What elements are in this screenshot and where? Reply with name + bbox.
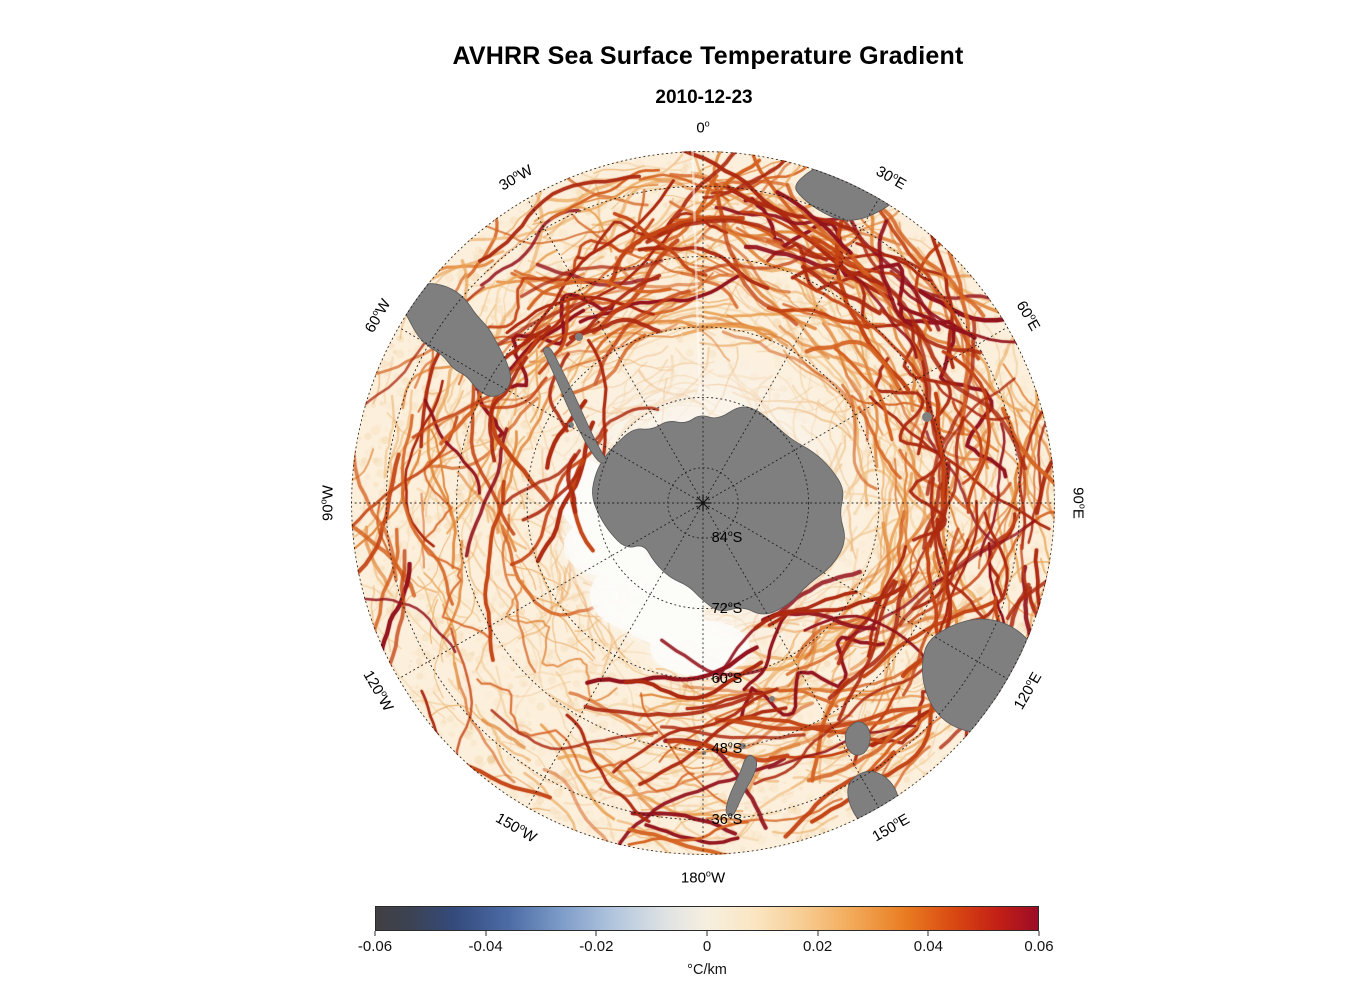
colorbar-tickmark: [595, 931, 597, 936]
colorbar-tick-label: -0.06: [357, 938, 393, 955]
colorbar-tick-label: 0.04: [913, 938, 943, 955]
colorbar-gradient-bar: [375, 906, 1039, 931]
colorbar-tickmark: [817, 931, 819, 936]
colorbar-tick-label: 0.06: [1024, 938, 1054, 955]
colorbar-tickmark: [374, 931, 376, 936]
colorbar-tick-label: -0.02: [579, 938, 614, 955]
colorbar-tickmark: [485, 931, 487, 936]
colorbar-unit-label: °C/km: [687, 962, 727, 978]
colorbar-tick-label: 0: [702, 938, 712, 955]
colorbar-tick-label: 0.02: [803, 938, 833, 955]
colorbar-tick-label: -0.04: [468, 938, 503, 955]
colorbar-tick-row: -0.06 -0.04 -0.02 0 0.02 0.04 0.06: [358, 931, 1054, 958]
colorbar-tickmark: [927, 931, 929, 936]
colorbar-tickmark: [706, 931, 708, 936]
colorbar-tickmark: [1038, 931, 1040, 936]
